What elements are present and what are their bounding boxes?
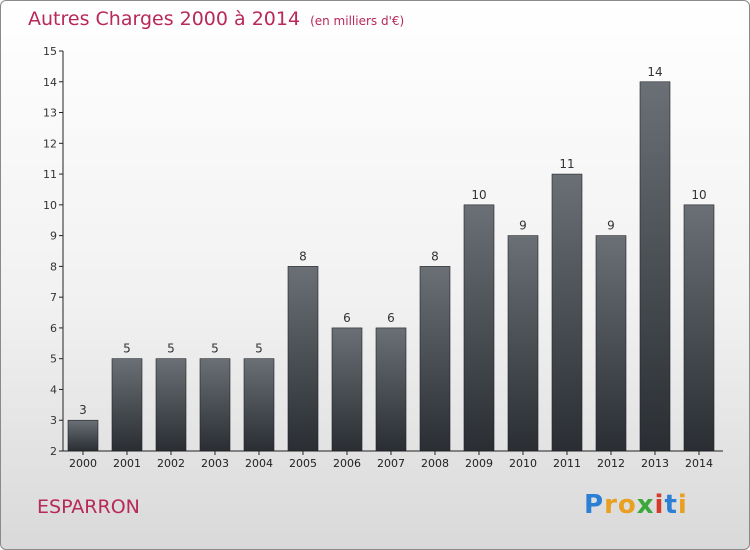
y-tick-label: 11 <box>43 168 57 181</box>
x-tick-label: 2002 <box>157 457 185 470</box>
y-tick-label: 5 <box>50 353 57 366</box>
bar <box>595 235 627 452</box>
bar <box>199 358 231 452</box>
bar <box>67 419 99 452</box>
x-tick-label: 2014 <box>685 457 713 470</box>
data-label: 3 <box>79 403 87 417</box>
x-tick-label: 2007 <box>377 457 405 470</box>
x-tick-label: 2006 <box>333 457 361 470</box>
y-tick-label: 6 <box>50 322 57 335</box>
y-tick-label: 3 <box>50 414 57 427</box>
y-tick-label: 9 <box>50 230 57 243</box>
data-label: 5 <box>167 342 175 356</box>
bar <box>287 266 319 452</box>
proxiti-logo: Proxiti <box>584 490 688 520</box>
x-tick-label: 2003 <box>201 457 229 470</box>
bar <box>243 358 275 452</box>
data-labels-group: 3 5 5 5 5 8 6 6 8 10 9 11 9 14 10 <box>79 65 706 417</box>
bar <box>507 235 539 452</box>
bar <box>111 358 143 452</box>
data-label: 6 <box>343 311 351 325</box>
unit-label: (en milliers d'€) <box>310 14 405 28</box>
bar <box>551 173 583 452</box>
data-label: 8 <box>299 249 307 263</box>
bar <box>639 81 671 452</box>
bar <box>683 204 715 452</box>
logo-letter: t <box>664 490 678 520</box>
y-tick-label: 2 <box>50 445 57 458</box>
x-tick-label: 2012 <box>597 457 625 470</box>
data-label: 6 <box>387 311 395 325</box>
y-tick-label: 15 <box>43 45 57 58</box>
logo-letter: i <box>677 490 688 520</box>
logo-letter: x <box>636 490 655 520</box>
logo-letter: o <box>617 490 637 520</box>
chart-title: Autres Charges 2000 à 2014 (en milliers d… <box>28 8 404 30</box>
y-axis: 2 3 4 5 6 7 8 9 10 11 12 13 14 15 <box>43 45 64 458</box>
data-label: 5 <box>211 342 219 356</box>
y-tick-label: 7 <box>50 291 57 304</box>
logo-letter: P <box>584 490 605 520</box>
x-tick-label: 2004 <box>245 457 273 470</box>
y-tick-label: 13 <box>43 107 57 120</box>
x-tick-label: 2001 <box>113 457 141 470</box>
x-tick-label: 2008 <box>421 457 449 470</box>
bars-group <box>67 81 715 452</box>
x-tick-label: 2010 <box>509 457 537 470</box>
data-label: 10 <box>471 188 486 202</box>
data-label: 9 <box>607 219 615 233</box>
logo-letter: i <box>654 490 665 520</box>
bar <box>419 266 451 452</box>
data-label: 5 <box>255 342 263 356</box>
x-axis: 2000 2001 2002 2003 2004 2005 2006 2007 2008 2009… <box>63 450 723 470</box>
bar <box>331 327 363 452</box>
y-tick-label: 8 <box>50 260 57 273</box>
data-label: 8 <box>431 249 439 263</box>
data-label: 10 <box>691 188 706 202</box>
x-tick-label: 2013 <box>641 457 669 470</box>
bar <box>463 204 495 452</box>
title-text: Autres Charges 2000 à 2014 <box>28 8 301 30</box>
y-tick-label: 4 <box>50 383 57 396</box>
logo-letter: r <box>604 490 618 520</box>
data-label: 11 <box>559 157 574 171</box>
y-tick-label: 10 <box>43 199 57 212</box>
bar <box>155 358 187 452</box>
data-label: 9 <box>519 219 527 233</box>
data-label: 5 <box>123 342 131 356</box>
x-tick-label: 2011 <box>553 457 581 470</box>
x-tick-label: 2009 <box>465 457 493 470</box>
x-tick-label: 2000 <box>69 457 97 470</box>
y-tick-label: 12 <box>43 137 57 150</box>
x-tick-label: 2005 <box>289 457 317 470</box>
data-label: 14 <box>647 65 662 79</box>
bar <box>375 327 407 452</box>
y-tick-label: 14 <box>43 76 57 89</box>
commune-name: ESPARRON <box>37 496 140 518</box>
